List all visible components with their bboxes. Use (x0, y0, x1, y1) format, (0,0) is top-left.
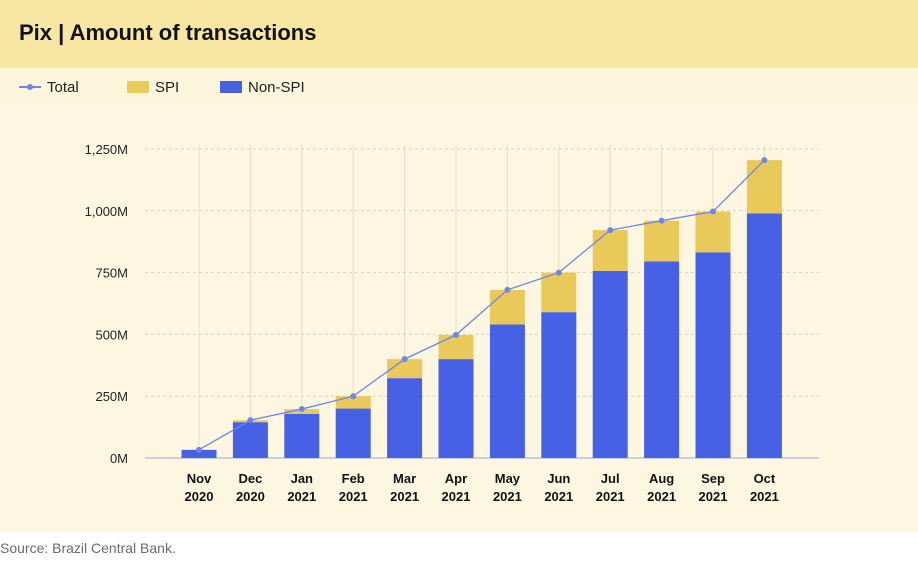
chart-header: Pix | Amount of transactions (0, 0, 918, 68)
bar-spi (695, 211, 731, 253)
x-tick-label-month: May (495, 471, 521, 486)
total-point (504, 286, 511, 293)
x-tick-label-year: 2020 (236, 489, 265, 504)
bar-non-spi (695, 252, 731, 458)
x-tick-label-year: 2021 (339, 489, 368, 504)
x-tick-label-year: 2021 (596, 489, 625, 504)
total-line (198, 159, 765, 451)
total-point (658, 217, 665, 224)
bar-non-spi (746, 213, 782, 458)
bar-spi (746, 160, 782, 214)
y-tick-label: 250M (95, 389, 128, 404)
total-point (298, 406, 305, 413)
x-tick-label-year: 2021 (442, 489, 471, 504)
total-point (196, 446, 202, 453)
stacked-bar-chart: 0M 250M 500M 750M 1,000M 1,250M Nov 2020 Dec 2020… (85, 142, 819, 504)
bar-non-spi (387, 378, 423, 458)
bar-non-spi (232, 422, 268, 458)
total-point (761, 157, 768, 164)
x-tick-label-month: Jul (601, 471, 620, 486)
total-point (401, 356, 408, 363)
x-tick-label-month: Feb (342, 471, 365, 486)
legend-label-total: Total (47, 78, 79, 96)
legend-label-spi: SPI (155, 78, 180, 96)
bar-non-spi (541, 312, 577, 458)
x-tick-label-year: 2021 (544, 489, 573, 504)
y-tick-label: 750M (95, 266, 128, 281)
bar-spi (335, 396, 371, 409)
x-tick-label-year: 2021 (493, 489, 522, 504)
x-tick-label-month: Jun (547, 471, 570, 486)
x-tick-label-year: 2021 (390, 489, 419, 504)
legend-item-spi: SPI (127, 78, 179, 96)
bar-non-spi (181, 449, 217, 458)
bar-spi (541, 272, 577, 313)
x-tick-label-month: Apr (445, 471, 467, 486)
total-line-swatch (19, 81, 41, 93)
y-tick-label: 1,250M (85, 142, 128, 157)
chart-title: Pix | Amount of transactions (19, 20, 317, 45)
legend: Total SPI Non-SPI (0, 68, 918, 104)
bar-non-spi (284, 413, 320, 458)
source-note: Source: Brazil Central Bank. (0, 540, 176, 556)
y-tick-label: 500M (95, 327, 128, 342)
y-tick-label: 1,000M (85, 204, 128, 219)
x-tick-label-month: Jan (291, 471, 313, 486)
total-point (555, 269, 562, 276)
total-point (453, 331, 459, 338)
x-tick-label-month: Dec (238, 471, 262, 486)
bar-non-spi (592, 270, 628, 458)
y-tick-label: 0M (110, 451, 128, 466)
x-tick-label-year: 2020 (185, 489, 214, 504)
x-tick-label-month: Nov (187, 471, 212, 486)
legend-item-total: Total (19, 78, 79, 96)
x-tick-label-month: Mar (393, 471, 416, 486)
x-tick-label-year: 2021 (647, 489, 676, 504)
bar-spi (489, 289, 525, 325)
bar-spi (438, 334, 474, 360)
x-tick-label-year: 2021 (287, 489, 316, 504)
bar-spi (387, 359, 423, 379)
legend-label-non-spi: Non-SPI (248, 78, 305, 96)
total-point (710, 208, 716, 215)
total-point (247, 417, 254, 424)
total-point (607, 227, 614, 234)
spi-swatch (127, 81, 149, 93)
bar-non-spi (438, 359, 474, 458)
bar-spi (592, 230, 628, 271)
x-tick-label-year: 2021 (699, 489, 728, 504)
legend-item-non-spi: Non-SPI (220, 78, 305, 96)
bar-non-spi (489, 324, 525, 458)
total-point (350, 393, 357, 400)
plot-area: 0M 250M 500M 750M 1,000M 1,250M Nov 2020 Dec 2020… (0, 104, 918, 532)
bar-non-spi (644, 261, 680, 458)
bar-spi (644, 220, 680, 262)
bar-non-spi (335, 408, 371, 458)
x-tick-label-month: Oct (754, 471, 776, 486)
non-spi-swatch (220, 81, 242, 93)
x-tick-label-year: 2021 (750, 489, 779, 504)
total-line-swatch-dot (27, 84, 33, 90)
x-tick-label-month: Sep (701, 471, 725, 486)
x-tick-label-month: Aug (649, 471, 674, 486)
